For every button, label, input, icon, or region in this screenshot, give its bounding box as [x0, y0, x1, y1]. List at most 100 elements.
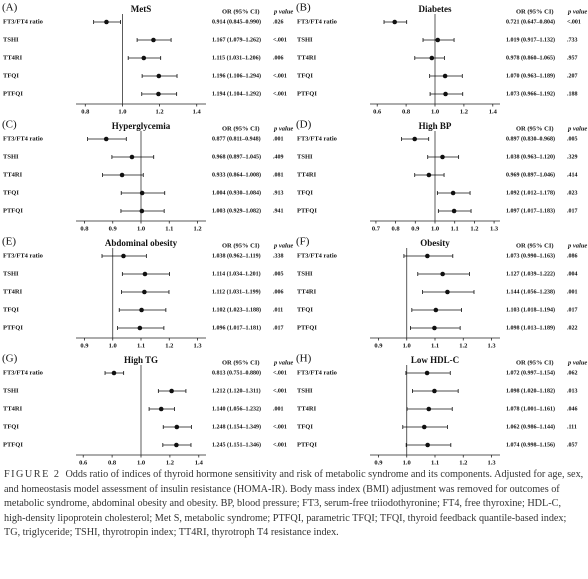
point — [426, 406, 432, 412]
row-label: TT4RI — [297, 171, 317, 178]
or-header: OR (95% CI) — [222, 359, 260, 366]
point — [421, 424, 427, 430]
p-header: p value — [273, 359, 293, 366]
row-label: FT3/FT4 ratio — [3, 135, 43, 142]
row-label: FT3/FT4 ratio — [297, 369, 337, 376]
panel-label: (F) — [296, 236, 310, 248]
or-label: 1.115 (1.031–1.206) — [212, 54, 261, 61]
row-label: FT3/FT4 ratio — [3, 18, 43, 25]
p-label: .338 — [273, 253, 284, 259]
p-label: .941 — [273, 208, 284, 214]
or-label: 1.248 (1.154–1.349) — [212, 423, 261, 430]
p-header: p value — [567, 242, 587, 249]
or-label: 1.097 (1.017–1.183) — [506, 207, 555, 214]
point — [450, 190, 456, 196]
x-tick-label: 0.7 — [372, 225, 381, 232]
panel-label: (G) — [2, 353, 18, 365]
row-label: FT3/FT4 ratio — [297, 135, 337, 142]
x-tick-label: 0.6 — [79, 459, 88, 466]
p-label: .046 — [567, 406, 578, 412]
or-label: 1.078 (1.001–1.161) — [506, 405, 555, 412]
row-label: TSHI — [297, 387, 313, 394]
p-label: <.001 — [273, 424, 287, 430]
or-label: 1.038 (0.962–1.119) — [212, 252, 261, 259]
panel-title: Diabetes — [419, 4, 452, 14]
point — [432, 388, 437, 394]
or-header: OR (95% CI) — [516, 359, 554, 366]
row-label: TSHI — [297, 153, 313, 160]
p-label: .005 — [567, 136, 578, 142]
row-label: TFQI — [297, 423, 313, 430]
or-label: 1.070 (0.963–1.189) — [506, 72, 555, 79]
or-label: 1.112 (1.031–1.199) — [212, 288, 261, 295]
x-tick-label: 1.0 — [403, 459, 411, 466]
p-label: .207 — [567, 73, 578, 79]
row-label: FT3/FT4 ratio — [297, 18, 337, 25]
forest-panel: (C) Hyperglycemia OR (95% CI) p value 0.8 0.9… — [2, 119, 293, 233]
x-tick-label: 1.1 — [451, 225, 459, 232]
row-label: TT4RI — [297, 54, 317, 61]
x-tick-label: 0.9 — [80, 342, 89, 349]
point — [169, 388, 174, 394]
point — [392, 19, 397, 25]
x-tick-label: 1.1 — [431, 342, 439, 349]
or-label: 1.194 (1.104–1.292) — [212, 90, 261, 97]
point — [129, 154, 135, 160]
or-label: 1.073 (0.966–1.192) — [506, 90, 555, 97]
row-label: PTFQI — [297, 324, 317, 331]
p-label: .081 — [273, 172, 284, 178]
point — [139, 307, 144, 313]
x-tick-label: 1.2 — [165, 342, 173, 349]
row-label: TT4RI — [3, 288, 23, 295]
row-label: TFQI — [3, 72, 19, 79]
row-label: FT3/FT4 ratio — [3, 369, 43, 376]
or-label: 1.062 (0.986–1.144) — [506, 423, 555, 430]
row-label: PTFQI — [297, 90, 317, 97]
row-label: TSHI — [297, 270, 313, 277]
point — [451, 208, 457, 214]
or-header: OR (95% CI) — [516, 8, 554, 15]
or-header: OR (95% CI) — [516, 125, 554, 132]
point — [429, 55, 435, 61]
point — [443, 91, 448, 97]
panel-title: Obesity — [420, 238, 450, 248]
row-label: TFQI — [297, 306, 313, 313]
or-header: OR (95% CI) — [222, 242, 260, 249]
forest-panel: (A) MetS OR (95% CI) p value 0.8 1.0 1.2 1.4 FT3… — [2, 2, 293, 116]
or-label: 1.096 (1.017–1.181) — [212, 324, 261, 331]
x-tick-label: 1.4 — [489, 108, 498, 115]
x-tick-label: 0.9 — [109, 225, 118, 232]
point — [119, 172, 125, 178]
x-tick-label: 0.9 — [374, 459, 383, 466]
or-label: 0.933 (0.864–1.008) — [212, 171, 261, 178]
x-tick-label: 1.2 — [193, 225, 201, 232]
row-label: TSHI — [3, 270, 19, 277]
point — [121, 253, 126, 259]
point — [104, 19, 109, 25]
p-label: .026 — [273, 19, 284, 25]
x-tick-label: 1.1 — [137, 342, 145, 349]
point — [174, 442, 179, 448]
row-label: TSHI — [3, 387, 19, 394]
point — [139, 208, 145, 214]
or-label: 1.092 (1.012–1.178) — [506, 189, 555, 196]
or-label: 1.038 (0.963–1.120) — [506, 153, 555, 160]
point — [158, 406, 164, 412]
point — [440, 154, 445, 160]
point — [139, 190, 145, 196]
row-label: PTFQI — [3, 441, 23, 448]
row-label: TT4RI — [297, 405, 317, 412]
point — [156, 91, 161, 97]
p-label: <.001 — [273, 370, 287, 376]
p-label: .017 — [273, 325, 284, 331]
or-label: 1.102 (1.023–1.188) — [212, 306, 261, 313]
p-label: .062 — [567, 370, 578, 376]
x-tick-label: 1.0 — [109, 342, 117, 349]
point — [435, 37, 441, 43]
forest-panel: (B) Diabetes OR (95% CI) p value 0.6 0.8 1.0 1.… — [296, 2, 587, 116]
forest-panel: (D) High BP OR (95% CI) p value 0.7 0.8 0.9 1.0… — [296, 119, 587, 233]
row-label: TSHI — [297, 36, 313, 43]
p-label: .957 — [567, 55, 578, 61]
row-label: TT4RI — [3, 54, 23, 61]
